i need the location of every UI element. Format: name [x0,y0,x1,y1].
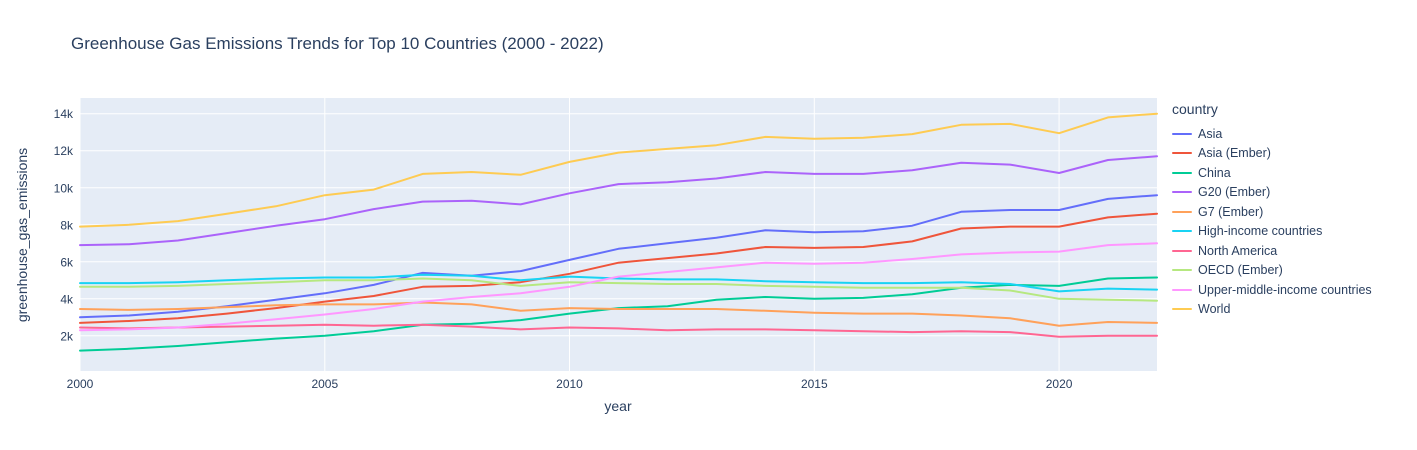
series-line-oecd-ember[interactable] [79,277,1158,302]
plot-background [80,98,1157,371]
legend-item-asia[interactable]: Asia [1172,124,1372,144]
legend-line-icon [1172,132,1192,135]
series-line-g20-ember[interactable] [79,155,1158,247]
legend-item-upper-middle-income-countries[interactable]: Upper-middle-income countries [1172,280,1372,300]
legend-item-oecd-ember[interactable]: OECD (Ember) [1172,261,1372,281]
chart-title: Greenhouse Gas Emissions Trends for Top … [71,34,604,53]
legend-line-icon [1172,308,1192,311]
legend-label: High-income countries [1198,224,1323,239]
x-tick-label: 2020 [1046,377,1073,391]
x-tick-label: 2005 [311,377,338,391]
y-tick-label: 8k [60,218,74,232]
legend-label: Asia (Ember) [1198,146,1271,161]
legend-label: North America [1198,243,1278,258]
x-tick-label: 2010 [556,377,583,391]
y-tick-label: 6k [60,255,74,269]
legend-label: China [1198,165,1231,180]
legend-item-g20-ember[interactable]: G20 (Ember) [1172,183,1372,203]
legend-label: Upper-middle-income countries [1198,282,1372,297]
legend-label: G20 (Ember) [1198,185,1271,200]
legend-line-icon [1172,152,1192,155]
legend-item-north-america[interactable]: North America [1172,241,1372,261]
legend-line-icon [1172,249,1192,252]
legend-item-g7-ember[interactable]: G7 (Ember) [1172,202,1372,222]
legend-label: World [1198,302,1231,317]
series-line-asia[interactable] [79,194,1158,319]
legend: country Asia Asia (Ember) China G20 (Ember)… [1172,101,1372,319]
y-tick-label: 2k [60,329,74,343]
series-line-asia-ember[interactable] [79,212,1158,324]
x-tick-label: 2015 [801,377,828,391]
legend-line-icon [1172,288,1192,291]
series-line-north-america[interactable] [79,323,1158,338]
legend-item-china[interactable]: China [1172,163,1372,183]
legend-label: OECD (Ember) [1198,263,1283,278]
legend-item-world[interactable]: World [1172,300,1372,320]
legend-title: country [1172,101,1218,117]
legend-line-icon [1172,230,1192,233]
plot-generated-layer: 2k 4k 6k 8k 10k 12k 14k 2000 2005 2010 2015 2020 [54,98,1158,391]
x-axis-title: year [604,398,632,414]
legend-line-icon [1172,171,1192,174]
legend-line-icon [1172,269,1192,272]
legend-label: G7 (Ember) [1198,204,1264,219]
series-line-upper-middle-income-countries[interactable] [79,242,1158,332]
series-line-high-income-countries[interactable] [79,273,1158,293]
legend-line-icon [1172,191,1192,194]
y-axis-title: greenhouse_gas_emissions [14,148,30,322]
legend-items: Asia Asia (Ember) China G20 (Ember) G7 (Embe… [1172,124,1372,319]
series-line-g7-ember[interactable] [79,301,1158,327]
y-tick-label: 12k [54,144,74,158]
legend-item-high-income-countries[interactable]: High-income countries [1172,222,1372,242]
legend-label: Asia [1198,126,1223,141]
legend-item-asia-ember[interactable]: Asia (Ember) [1172,144,1372,164]
legend-line-icon [1172,210,1192,213]
y-tick-label: 4k [60,292,74,306]
series-line-world[interactable] [79,112,1158,228]
y-tick-label: 10k [54,181,74,195]
y-tick-label: 14k [54,107,74,121]
x-tick-label: 2000 [67,377,94,391]
